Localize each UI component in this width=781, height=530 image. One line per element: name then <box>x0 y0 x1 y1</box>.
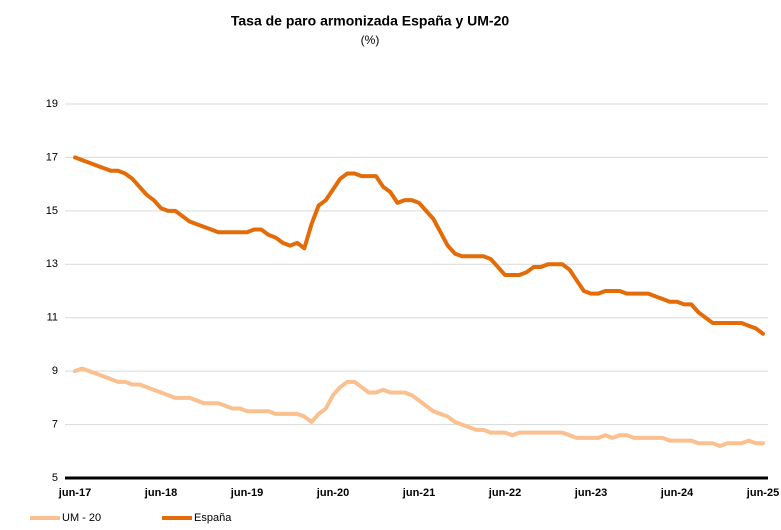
line-series <box>73 366 765 448</box>
x-tick-label: jun-20 <box>316 487 349 499</box>
x-tick-label: jun-24 <box>660 487 694 499</box>
x-tick-label: jun-17 <box>58 487 91 499</box>
legend-label: UM - 20 <box>62 512 101 524</box>
y-tick-label: 9 <box>52 365 58 377</box>
x-tick-label: jun-25 <box>746 487 779 499</box>
chart-subtitle: (%) <box>361 33 380 47</box>
x-tick-label: jun-19 <box>230 487 263 499</box>
x-tick-label: jun-18 <box>144 487 177 499</box>
x-tick-label: jun-22 <box>488 487 521 499</box>
y-tick-label: 19 <box>46 98 58 110</box>
legend-label: España <box>194 512 232 524</box>
chart-title: Tasa de paro armonizada España y UM-20 <box>231 13 509 29</box>
x-tick-label: jun-23 <box>574 487 607 499</box>
y-tick-label: 5 <box>52 472 58 484</box>
y-tick-label: 7 <box>52 418 58 430</box>
line-series <box>73 155 765 336</box>
x-tick-label: jun-21 <box>402 487 435 499</box>
y-tick-label: 17 <box>46 151 58 163</box>
y-tick-label: 11 <box>47 312 58 324</box>
y-tick-label: 13 <box>46 258 58 270</box>
y-tick-label: 15 <box>46 205 58 217</box>
